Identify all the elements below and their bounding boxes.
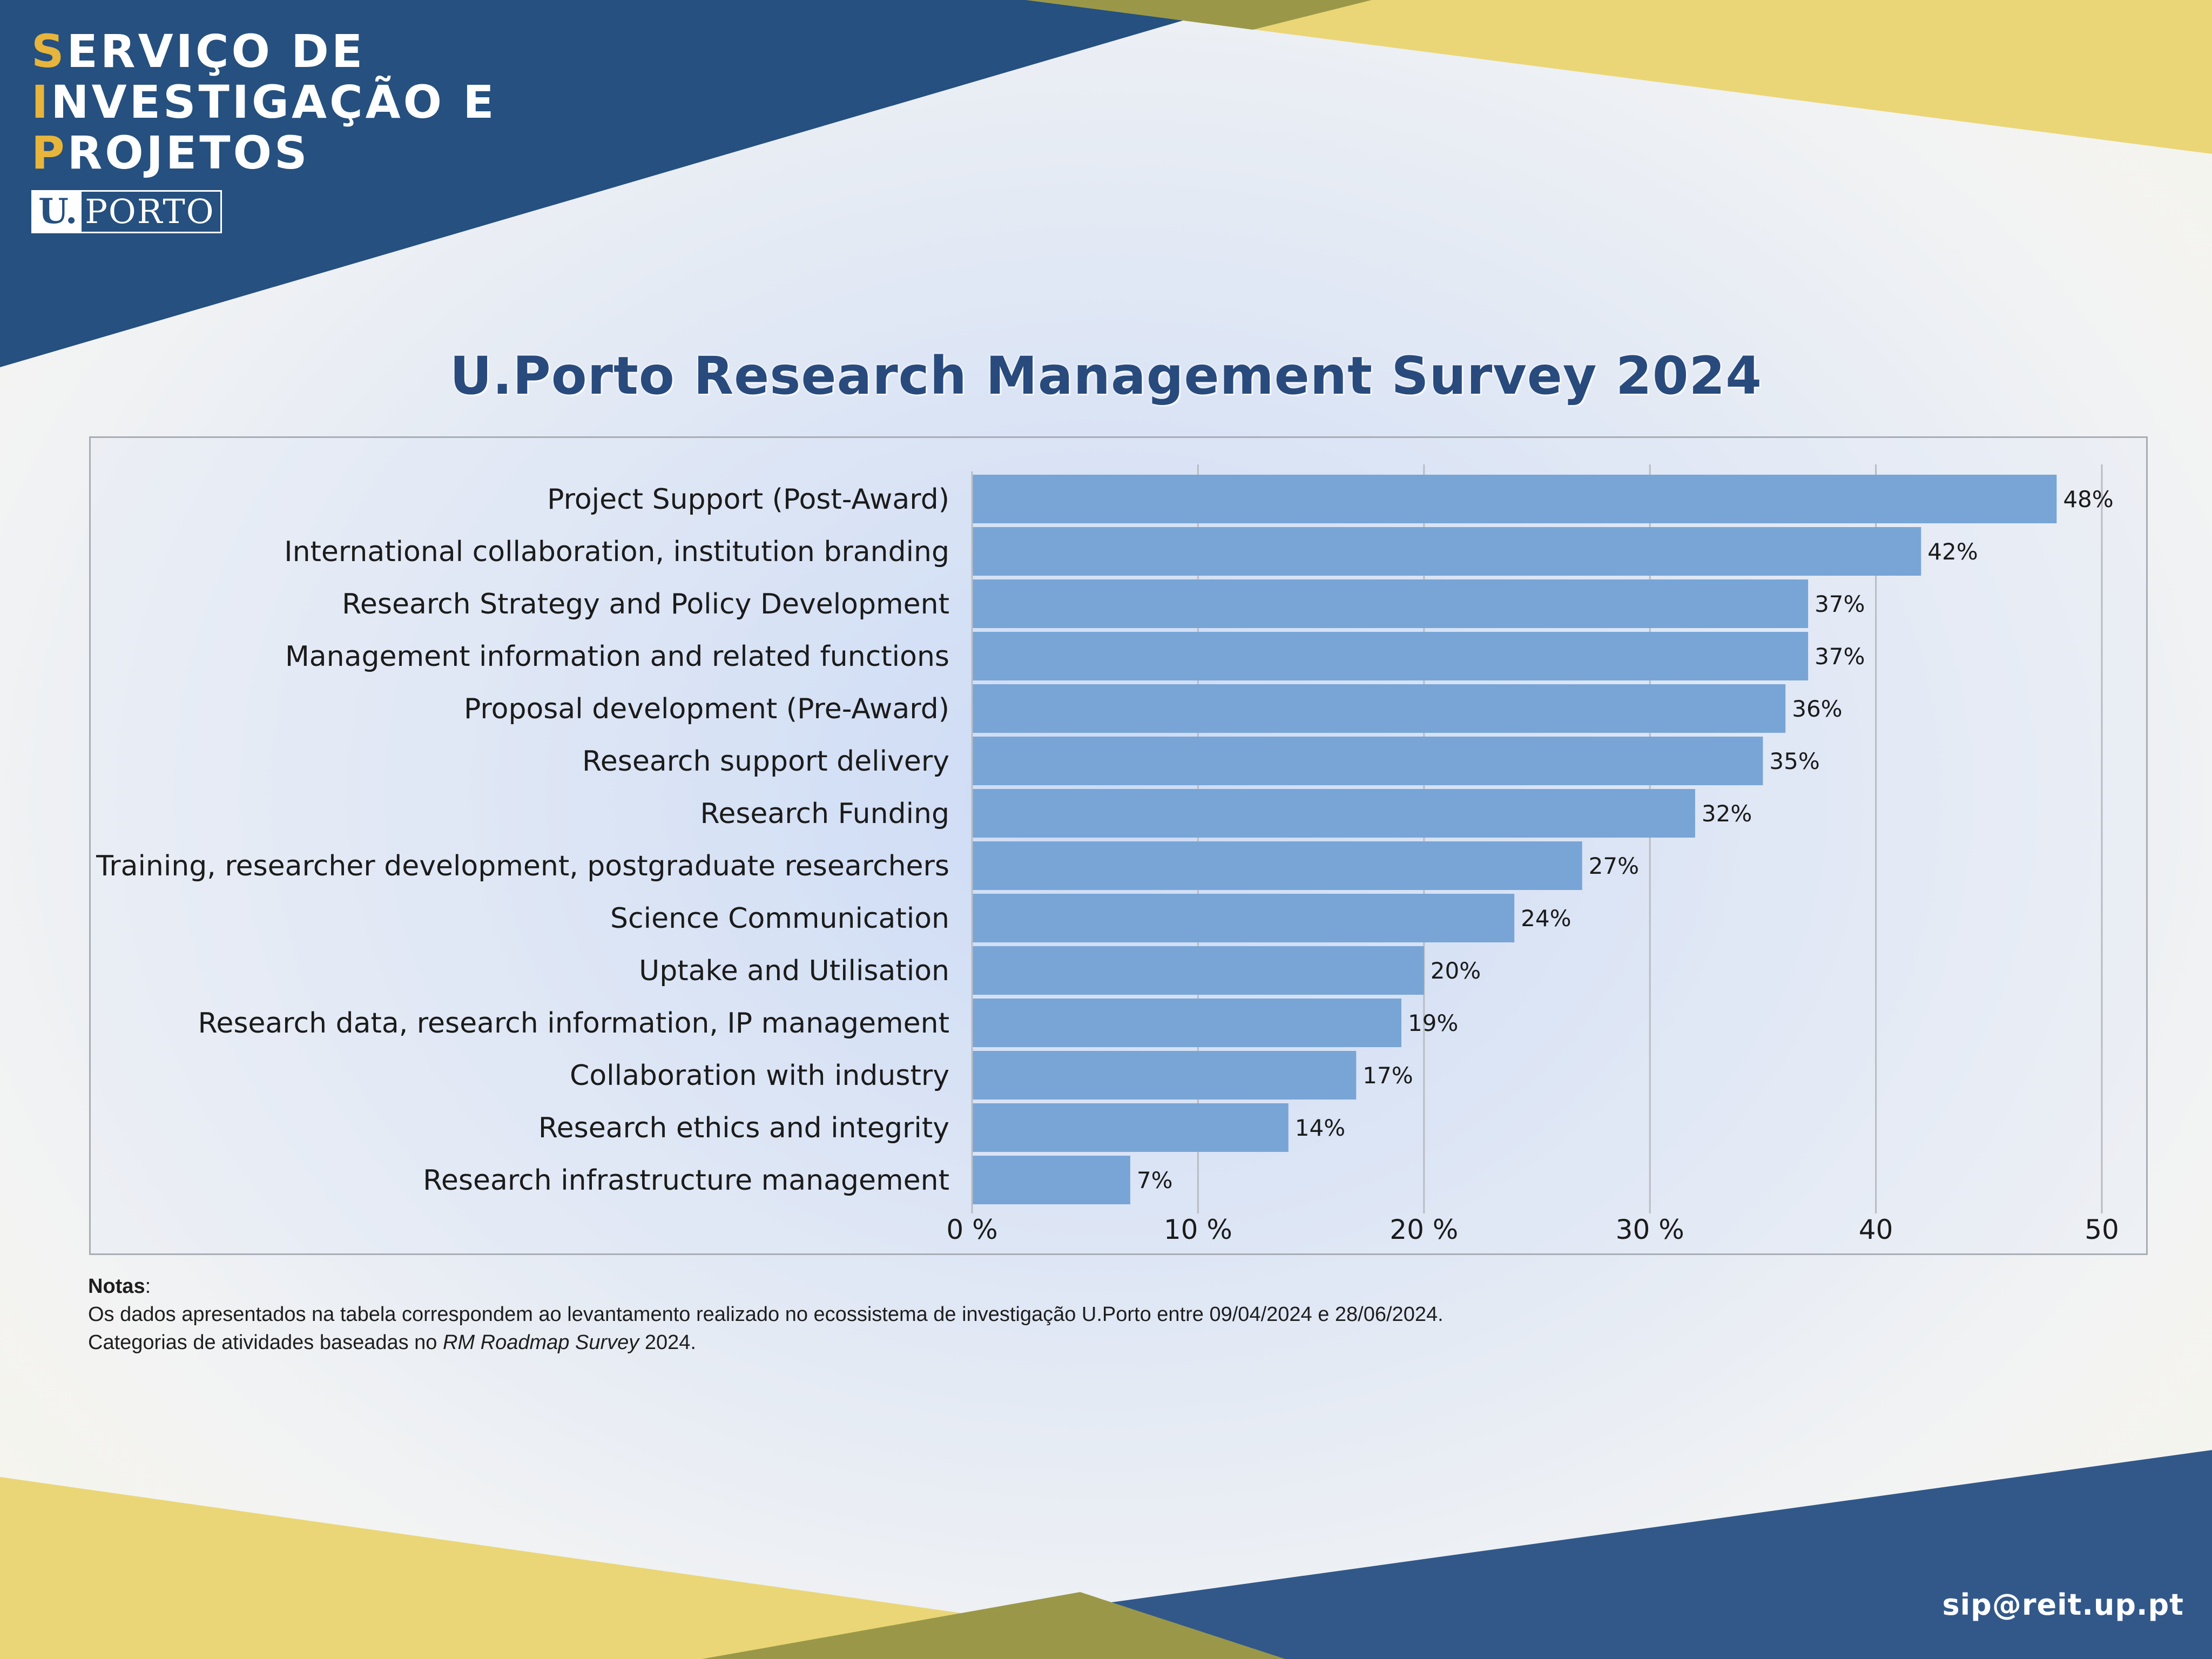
bar-12 (972, 1103, 1289, 1152)
logo-text-servico: ERVIÇO DE (66, 25, 366, 78)
top-olive-shape (1026, 0, 1372, 30)
x-tick-label-30: 30 % (1616, 1214, 1684, 1245)
value-label-5: 35% (1769, 748, 1819, 774)
value-label-8: 24% (1521, 905, 1571, 932)
value-label-3: 37% (1815, 643, 1865, 670)
bar-3 (972, 632, 1809, 680)
bottom-olive-shape (702, 1592, 1285, 1659)
notes-line-2-italic: RM Roadmap Survey (443, 1331, 639, 1354)
contact-email[interactable]: sip@reit.up.pt (1942, 1588, 2184, 1622)
chart-title: U.Porto Research Management Survey 2024 (449, 346, 1763, 406)
value-label-7: 27% (1589, 853, 1639, 879)
bar-6 (972, 789, 1695, 838)
bar-0 (972, 475, 2057, 523)
category-label-11: Collaboration with industry (570, 1060, 949, 1092)
value-label-13: 7% (1137, 1167, 1173, 1193)
bar-8 (972, 894, 1515, 942)
value-label-4: 36% (1792, 696, 1842, 722)
logo-initial-i: I (31, 76, 51, 129)
uporto-logo: U. PORTO (31, 190, 222, 233)
bar-1 (972, 527, 1921, 576)
category-label-8: Science Communication (610, 902, 949, 935)
logo-line-investigacao: INVESTIGAÇÃO E (31, 77, 497, 127)
top-navy-shape (0, 0, 1253, 367)
sip-logo: SERVIÇO DE INVESTIGAÇÃO E PROJETOS U. POR… (31, 26, 497, 233)
bar-9 (972, 946, 1424, 995)
x-tick-label-10: 10 % (1164, 1214, 1232, 1245)
logo-initial-p: P (31, 126, 68, 179)
logo-initial-s: S (31, 25, 67, 78)
value-label-2: 37% (1815, 591, 1865, 617)
category-label-13: Research infrastructure management (423, 1164, 949, 1197)
value-label-1: 42% (1927, 538, 1978, 565)
notes-line-2: Categorias de atividades baseadas no RM … (88, 1328, 1924, 1357)
category-label-6: Research Funding (700, 798, 949, 830)
notes-heading-line: Notas: (88, 1275, 151, 1298)
bar-7 (972, 841, 1582, 890)
category-label-12: Research ethics and integrity (538, 1112, 949, 1144)
value-label-6: 32% (1702, 800, 1752, 827)
x-tick-label-20: 20 % (1390, 1214, 1458, 1245)
category-label-0: Project Support (Post-Award) (547, 483, 949, 516)
uporto-logo-u: U. (33, 192, 82, 232)
notes-heading: Notas (88, 1275, 145, 1298)
bar-4 (972, 684, 1786, 733)
category-label-1: International collaboration, institution… (284, 536, 949, 568)
top-gold-shape (1026, 0, 2212, 154)
value-label-12: 14% (1295, 1115, 1345, 1141)
value-label-9: 20% (1431, 957, 1481, 984)
notes: Notas: Os dados apresentados na tabela c… (88, 1272, 1924, 1357)
value-label-0: 48% (2063, 486, 2113, 512)
bar-11 (972, 1051, 1357, 1100)
category-label-9: Uptake and Utilisation (639, 955, 949, 987)
notes-line-2-prefix: Categorias de atividades baseadas no (88, 1331, 443, 1354)
x-tick-label-0: 0 % (946, 1214, 997, 1245)
value-label-10: 19% (1408, 1010, 1458, 1036)
logo-line-projetos: PROJETOS (31, 127, 497, 178)
category-label-7: Training, researcher development, postgr… (96, 850, 949, 882)
bar-13 (972, 1156, 1130, 1204)
bar-10 (972, 999, 1401, 1047)
bar-2 (972, 579, 1809, 628)
logo-text-projetos: ROJETOS (67, 126, 310, 179)
bar-5 (972, 737, 1763, 785)
x-tick-label-50: 50 (2085, 1214, 2119, 1245)
notes-line-2-suffix: 2024. (639, 1331, 696, 1354)
category-label-10: Research data, research information, IP … (198, 1007, 949, 1040)
value-label-11: 17% (1363, 1062, 1413, 1089)
logo-text-investigacao: NVESTIGAÇÃO E (51, 76, 497, 129)
category-label-2: Research Strategy and Policy Development (342, 588, 949, 621)
category-label-4: Proposal development (Pre-Award) (464, 693, 949, 725)
logo-line-servico: SERVIÇO DE (31, 26, 497, 77)
x-tick-label-40: 40 (1859, 1214, 1893, 1245)
uporto-logo-porto: PORTO (85, 192, 215, 231)
category-label-5: Research support delivery (582, 745, 949, 778)
category-label-3: Management information and related funct… (285, 640, 949, 673)
notes-line-1: Os dados apresentados na tabela correspo… (88, 1303, 1444, 1326)
